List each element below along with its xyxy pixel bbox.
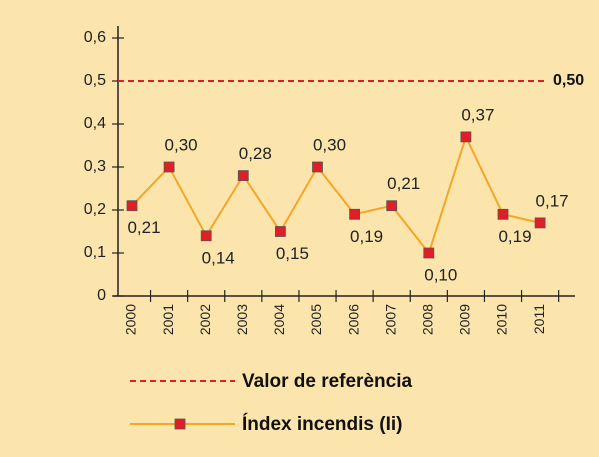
value-label: 0,17 — [536, 191, 569, 210]
value-label: 0,37 — [461, 105, 494, 124]
value-label: 0,21 — [387, 174, 420, 193]
x-tick-label: 2007 — [382, 304, 398, 335]
value-label: 0,15 — [276, 244, 309, 263]
legend-series-label: Índex incendis (Ii) — [242, 413, 402, 435]
marker — [274, 226, 286, 237]
x-tick-label: 2001 — [160, 304, 176, 335]
marker — [200, 230, 212, 242]
marker — [534, 217, 546, 229]
y-tick-label: 0,3 — [84, 158, 106, 175]
x-tick-label: 2004 — [271, 304, 287, 335]
value-label: 0,21 — [127, 218, 160, 237]
x-tick-label: 2005 — [308, 304, 324, 335]
value-label: 0,19 — [350, 227, 383, 246]
marker — [386, 200, 398, 212]
value-label: 0,14 — [202, 248, 235, 267]
legend-reference-label: Valor de referència — [242, 371, 412, 392]
y-tick-label: 0,4 — [84, 115, 106, 132]
x-tick-label: 2008 — [420, 304, 436, 335]
value-label: 0,30 — [165, 135, 198, 154]
value-label: 0,19 — [498, 227, 531, 246]
reference-label: 0,50 — [553, 72, 584, 89]
y-tick-label: 0,1 — [84, 244, 106, 261]
x-tick-label: 2006 — [345, 304, 361, 335]
x-tick-label: 2009 — [457, 304, 473, 335]
legend-series-marker — [174, 418, 186, 430]
x-tick-label: 2000 — [123, 304, 139, 335]
marker — [460, 131, 472, 143]
value-label: 0,10 — [424, 265, 457, 284]
series-line — [131, 134, 541, 256]
marker — [163, 161, 175, 173]
y-tick-label: 0,6 — [84, 29, 106, 46]
marker — [237, 170, 249, 182]
y-tick-label: 0,5 — [84, 72, 106, 89]
marker — [349, 208, 361, 220]
value-label: 0,28 — [239, 144, 272, 163]
y-tick-label: 0 — [97, 287, 106, 304]
x-tick-label: 2010 — [494, 304, 510, 335]
marker — [423, 247, 435, 259]
y-tick-label: 0,2 — [84, 201, 106, 218]
marker — [312, 161, 323, 173]
marker — [126, 200, 138, 212]
marker — [497, 208, 509, 220]
value-label: 0,30 — [313, 135, 346, 154]
x-tick-label: 2002 — [197, 304, 213, 335]
x-tick-label: 2011 — [531, 304, 547, 334]
x-tick-label: 2003 — [234, 304, 250, 335]
